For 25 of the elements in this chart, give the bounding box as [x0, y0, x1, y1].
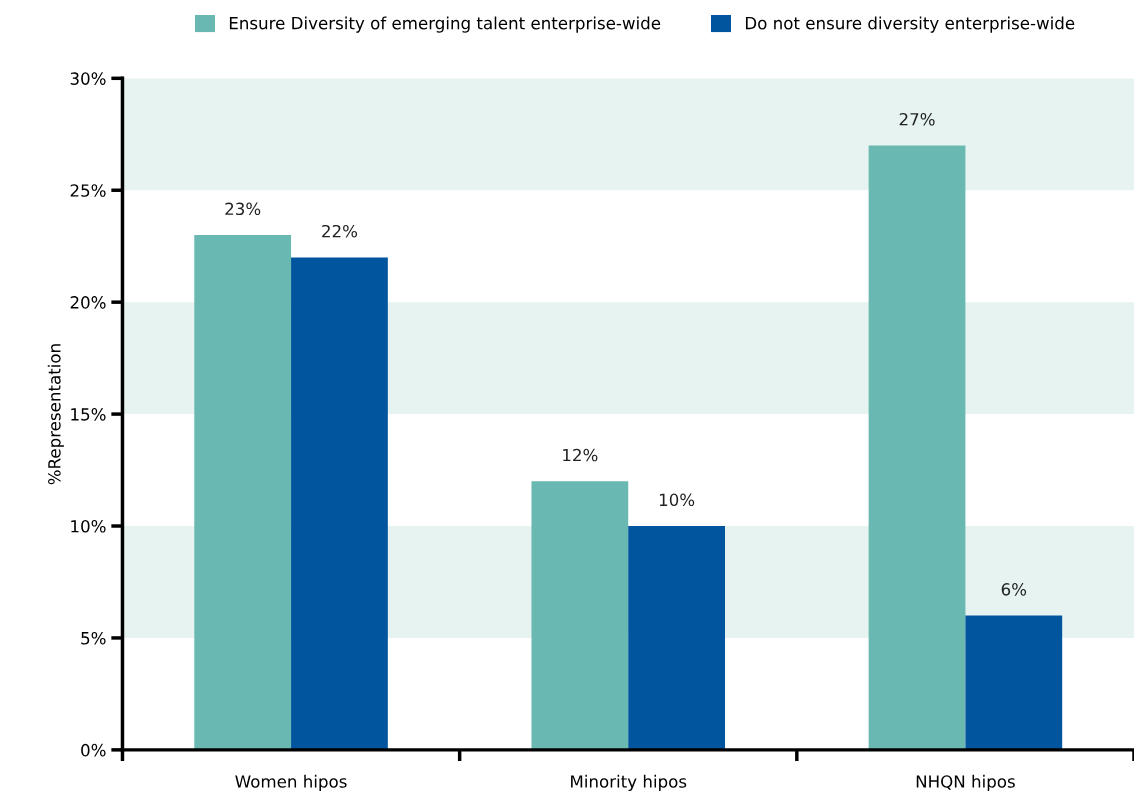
- y-tick-label: 0%: [81, 743, 106, 757]
- data-label: 10%: [659, 493, 695, 507]
- x-tick-label: NHQN hipos: [916, 774, 1015, 791]
- y-tick-label: 5%: [81, 631, 106, 645]
- data-label: 23%: [225, 202, 261, 216]
- bar: [291, 257, 388, 750]
- x-tick-label: Minority hipos: [571, 774, 687, 791]
- y-tick-label: 10%: [71, 519, 106, 533]
- y-tick-label: 30%: [70, 72, 106, 85]
- x-tick-label: Women hipos: [235, 774, 347, 791]
- legend-label: Do not ensure diversity enterprise-wide: [745, 16, 1075, 33]
- y-tick-label: 25%: [70, 184, 106, 197]
- bar: [965, 615, 1063, 750]
- y-tick-label: 15%: [71, 408, 106, 421]
- data-label: 27%: [899, 112, 935, 126]
- data-label: 12%: [563, 448, 598, 462]
- bar: [194, 235, 292, 750]
- bar: [868, 145, 966, 750]
- data-label: 6%: [1001, 583, 1027, 596]
- bar: [531, 481, 629, 750]
- y-tick-label: 20%: [70, 296, 106, 309]
- legend-label: Ensure Diversity of emerging talent enterprise-wide: [229, 16, 661, 33]
- bar: [628, 526, 726, 750]
- y-axis-title: %Representation: [47, 344, 64, 485]
- data-label: 22%: [322, 224, 358, 238]
